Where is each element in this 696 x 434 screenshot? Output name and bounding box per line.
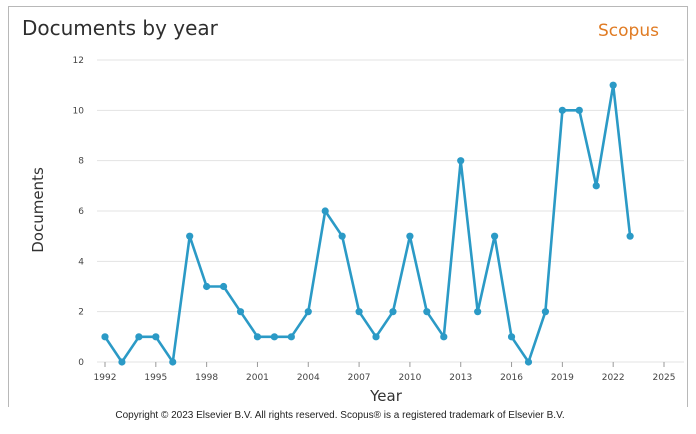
- y-tick-label: 12: [73, 56, 84, 66]
- x-tick-label: 2013: [449, 373, 472, 383]
- data-point: [474, 308, 482, 316]
- x-tick-label: 1995: [144, 373, 167, 383]
- data-point: [135, 333, 143, 341]
- data-point: [186, 232, 194, 240]
- data-point: [169, 358, 177, 366]
- x-tick-label: 2007: [348, 373, 371, 383]
- scopus-logo: Scopus: [598, 21, 659, 41]
- x-tick-label: 2022: [602, 373, 625, 383]
- x-tick-label: 2016: [500, 373, 523, 383]
- x-tick-label: 1998: [195, 373, 218, 383]
- data-point: [203, 282, 211, 291]
- data-point: [609, 81, 617, 89]
- x-tick-label: 2019: [551, 373, 574, 383]
- data-point: [101, 333, 109, 341]
- data-point: [626, 232, 634, 240]
- data-point: [270, 333, 278, 341]
- x-axis-label: Year: [370, 387, 402, 405]
- data-point: [389, 308, 397, 316]
- data-point: [507, 333, 516, 341]
- data-point: [236, 308, 245, 316]
- chart-frame: [8, 6, 688, 407]
- x-tick-label: 2025: [653, 373, 676, 383]
- data-point: [440, 333, 448, 341]
- x-tick-label: 2001: [246, 373, 269, 383]
- data-point: [541, 308, 550, 316]
- gridlines: [97, 59, 684, 363]
- y-tick-label: 8: [78, 157, 84, 167]
- copyright-notice: Copyright © 2023 Elsevier B.V. All right…: [115, 410, 565, 421]
- chart-title: Documents by year: [22, 16, 218, 40]
- x-tick-label: 2004: [297, 373, 320, 383]
- data-point: [491, 232, 499, 240]
- y-tick-label: 10: [73, 106, 85, 116]
- y-tick-label: 0: [78, 358, 84, 368]
- data-point: [355, 308, 363, 316]
- data-point: [321, 207, 329, 215]
- data-point: [423, 308, 431, 316]
- x-tick-label: 1992: [94, 373, 117, 383]
- data-point: [575, 106, 583, 114]
- x-tick-label: 2010: [398, 373, 421, 383]
- data-point: [558, 106, 566, 114]
- data-point: [338, 232, 346, 240]
- y-tick-label: 4: [78, 257, 84, 267]
- data-point: [304, 308, 312, 316]
- x-tick-labels: 1992 1995 1998 2001 2004 2007 2010 2013 2016 2019…: [94, 362, 676, 383]
- data-point: [406, 232, 414, 240]
- data-point: [253, 333, 262, 341]
- series-line: [103, 83, 632, 364]
- data-point: [118, 358, 126, 366]
- data-point: [219, 282, 228, 291]
- data-point: [287, 333, 295, 341]
- data-point: [524, 358, 533, 366]
- data-point: [152, 333, 160, 341]
- y-tick-label: 2: [78, 308, 84, 318]
- y-tick-labels: 0 2 4 6 8 10 12: [73, 56, 85, 368]
- series-documents: [101, 81, 634, 366]
- data-point: [372, 333, 380, 341]
- data-point: [592, 182, 600, 190]
- y-tick-label: 6: [78, 207, 84, 217]
- data-point: [457, 157, 465, 165]
